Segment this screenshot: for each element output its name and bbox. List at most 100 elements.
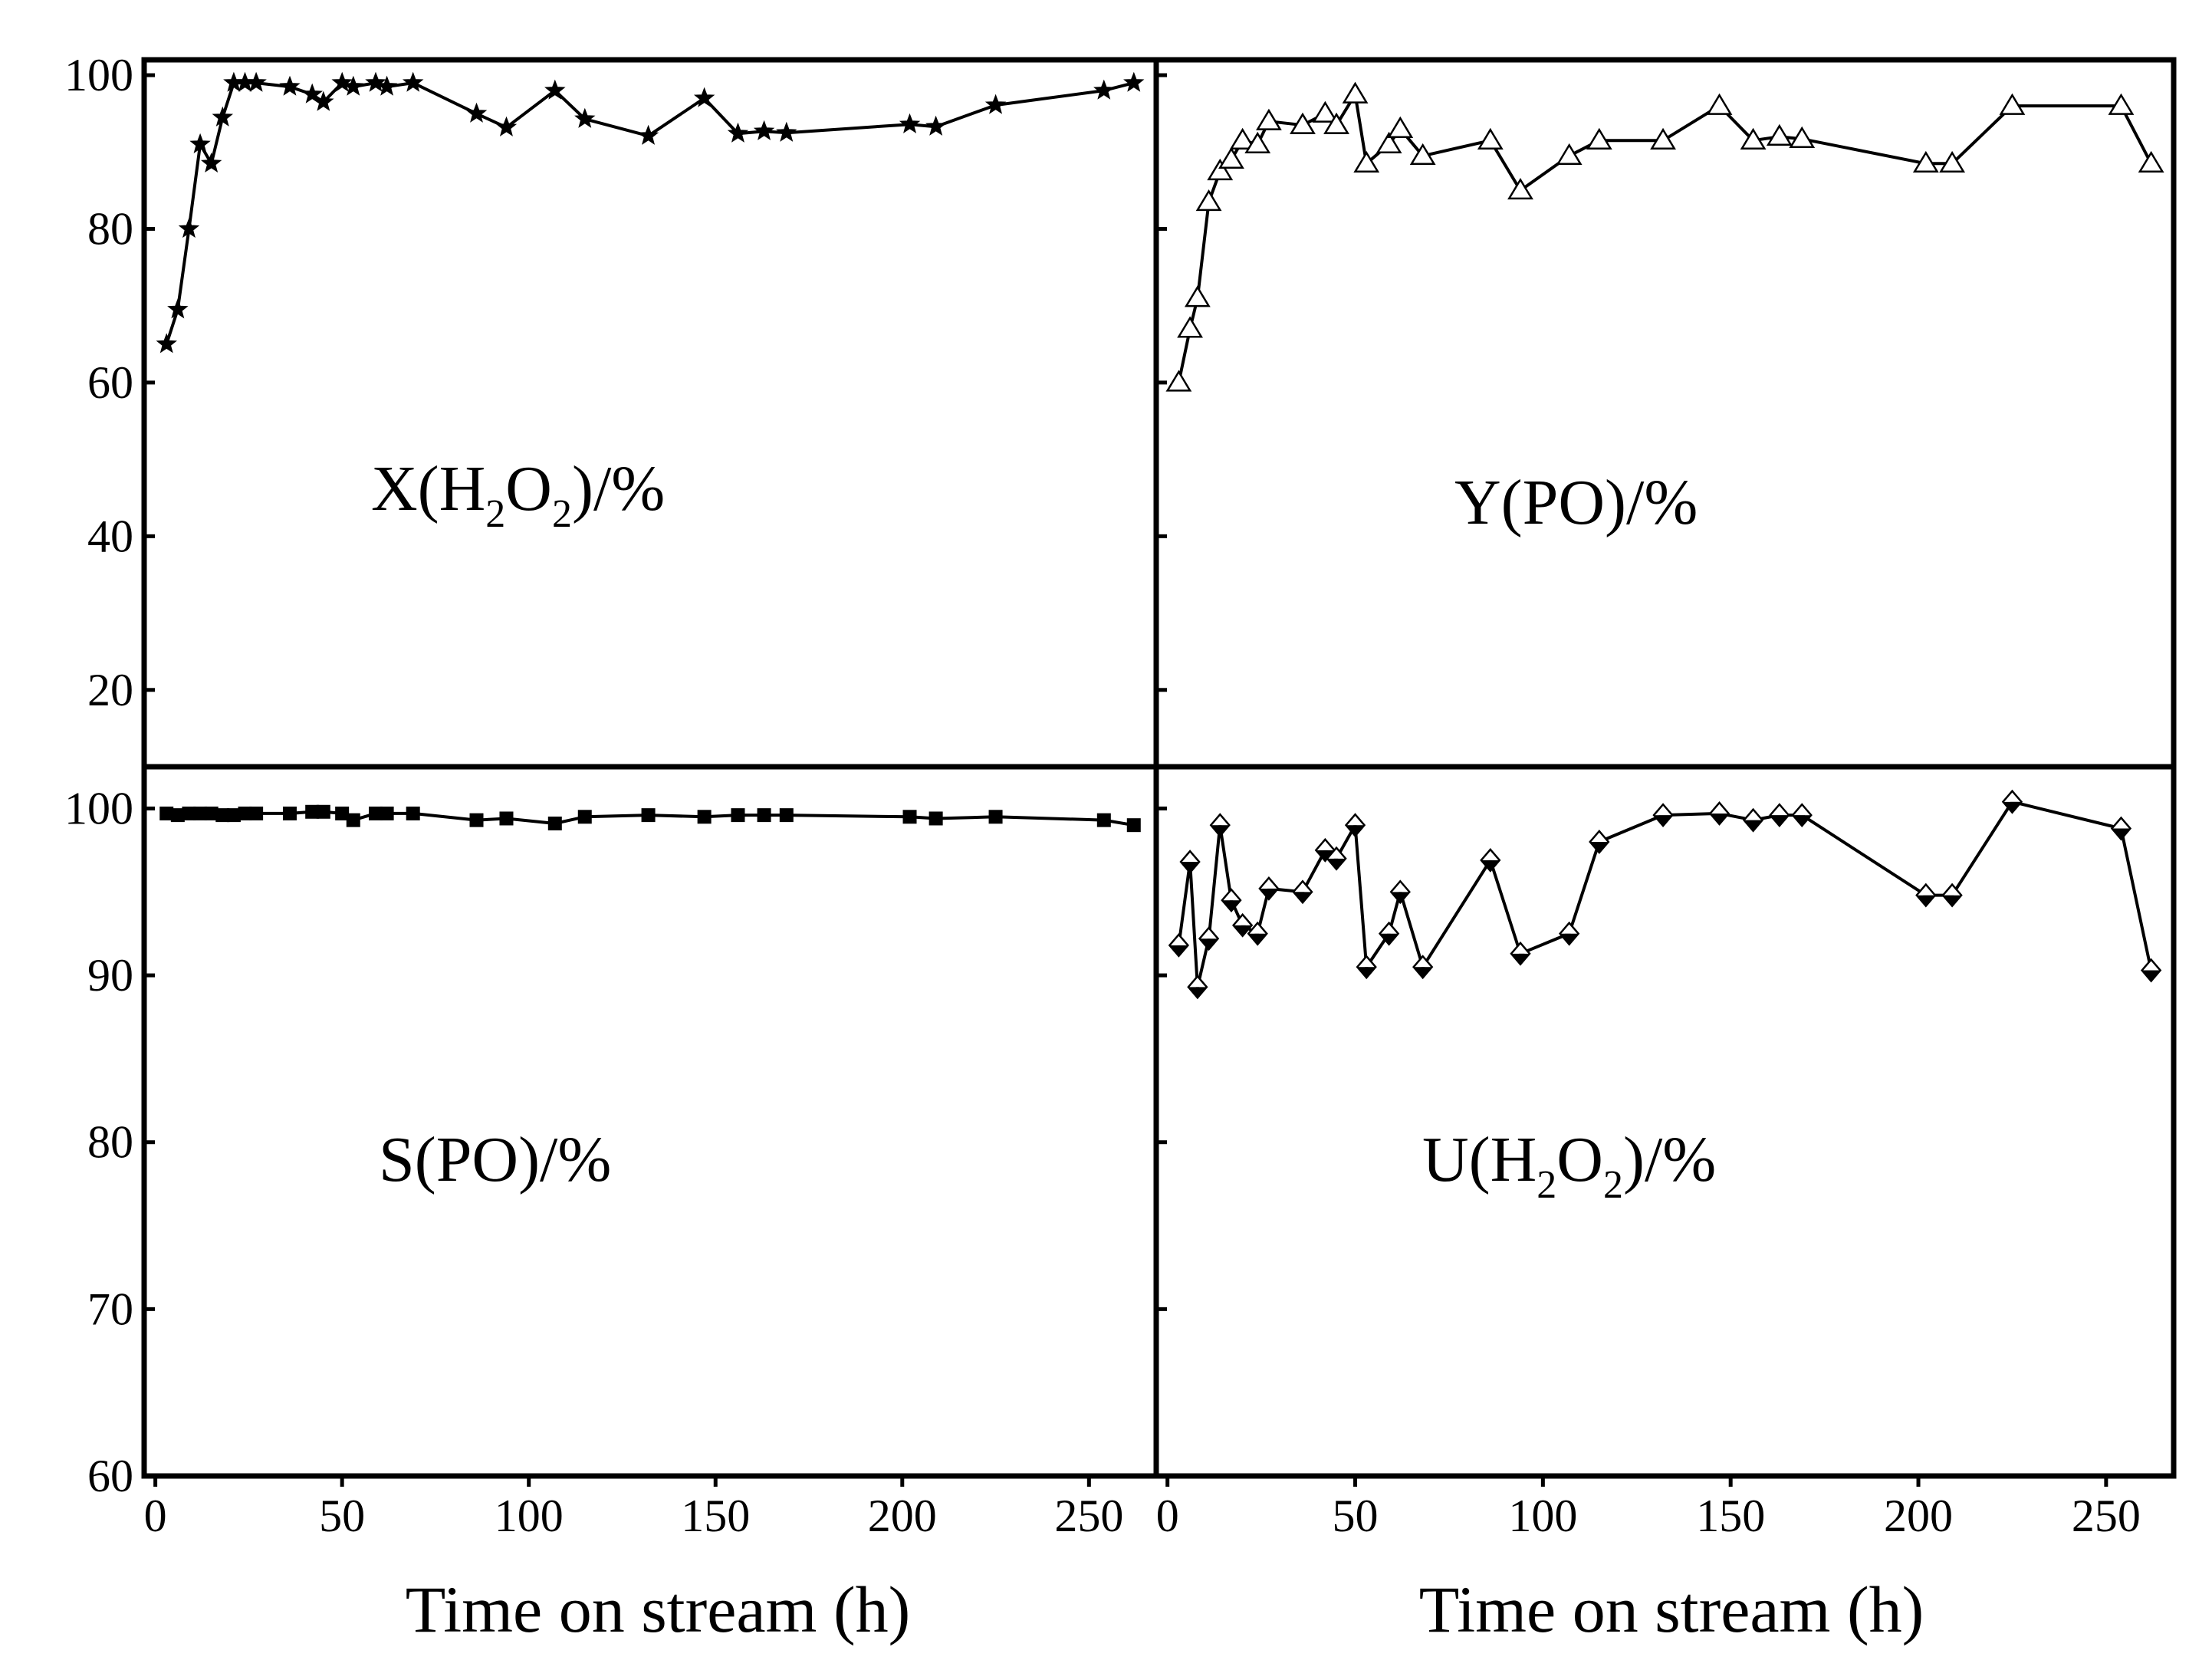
- label-sub1: 2: [1537, 1163, 1556, 1207]
- x-tick-label: 50: [319, 1491, 365, 1541]
- data-point: [779, 808, 794, 823]
- data-point: [402, 71, 424, 92]
- data-point: [1255, 108, 1282, 130]
- data-point: [193, 806, 208, 820]
- data-point: [368, 806, 383, 820]
- data-point: [245, 71, 267, 92]
- label-mid: O: [1556, 1124, 1603, 1195]
- data-point: [1195, 189, 1222, 212]
- data-point: [697, 810, 712, 824]
- data-point: [189, 133, 211, 153]
- data-point: [335, 806, 350, 820]
- x-tick-label: 0: [144, 1491, 167, 1541]
- label-main: X(H: [371, 453, 485, 524]
- x-axis-title-left: Time on stream (h): [406, 1573, 910, 1646]
- data-point: [1244, 131, 1271, 153]
- data-point: [902, 810, 917, 824]
- data-point: [1096, 813, 1111, 827]
- data-point: [1209, 813, 1231, 838]
- data-point: [1742, 807, 1764, 833]
- data-point: [215, 808, 230, 823]
- data-point: [1123, 71, 1145, 92]
- data-point: [170, 808, 185, 823]
- x-tick-label: 50: [1333, 1491, 1379, 1541]
- data-point: [406, 806, 420, 820]
- data-point: [1999, 93, 2026, 115]
- data-point: [637, 124, 659, 145]
- series-top-left: [156, 71, 1145, 353]
- data-point: [1353, 150, 1380, 173]
- data-point: [159, 806, 174, 820]
- data-point: [641, 808, 656, 823]
- data-point: [727, 122, 749, 143]
- data-point: [316, 804, 330, 819]
- y-tick-label: 20: [87, 665, 133, 715]
- series-line: [1177, 800, 2153, 989]
- data-point: [178, 218, 200, 238]
- series-bottom-left: [159, 804, 1141, 833]
- data-point: [1791, 803, 1813, 828]
- svg-text:U(H2O2)/%: U(H2O2)/%: [1422, 1124, 1716, 1207]
- data-point: [1179, 850, 1201, 874]
- data-point: [2140, 958, 2162, 983]
- data-point: [1221, 888, 1242, 913]
- data-point: [1912, 150, 1939, 173]
- data-point: [156, 333, 177, 353]
- data-point: [282, 806, 297, 820]
- series-top-right: [1165, 81, 2164, 392]
- data-point: [1387, 116, 1414, 138]
- data-point: [1187, 975, 1208, 1000]
- y-tick-label: 80: [87, 1117, 133, 1168]
- data-point: [1126, 818, 1141, 833]
- y-tick-label: 60: [87, 357, 133, 408]
- x-tick-label: 100: [495, 1491, 564, 1541]
- data-point: [753, 120, 775, 140]
- data-point: [1168, 932, 1190, 958]
- data-point: [1292, 879, 1313, 905]
- data-point: [1477, 127, 1504, 150]
- data-point: [776, 121, 797, 142]
- x-tick-label: 150: [1696, 1491, 1765, 1541]
- data-point: [1556, 143, 1583, 166]
- label-sub1: 2: [485, 492, 505, 536]
- data-point: [182, 806, 196, 820]
- data-point: [346, 813, 360, 827]
- label-main: U(H: [1422, 1124, 1537, 1195]
- label-sub2: 2: [1603, 1163, 1623, 1207]
- data-point: [365, 71, 386, 92]
- label-end: )/%: [572, 453, 665, 524]
- data-point: [167, 298, 189, 319]
- series-bottom-right: [1168, 789, 2162, 1000]
- data-point: [1412, 955, 1434, 980]
- y-tick-label: 100: [64, 783, 133, 833]
- x-axis-title-right: Time on stream (h): [1419, 1573, 1924, 1646]
- data-series: [156, 71, 2164, 1000]
- data-point: [547, 817, 562, 830]
- data-point: [1207, 158, 1234, 181]
- data-point: [238, 806, 252, 820]
- data-point: [1258, 876, 1280, 901]
- data-point: [2001, 789, 2023, 814]
- x-tick-label: 100: [1508, 1491, 1577, 1541]
- data-point: [1941, 883, 1963, 908]
- data-point: [1290, 112, 1316, 134]
- data-point: [200, 152, 222, 173]
- data-point: [899, 113, 921, 133]
- data-point: [577, 810, 592, 824]
- data-point: [1480, 847, 1501, 873]
- x-tick-label: 250: [2072, 1491, 2141, 1541]
- x-tick-label: 200: [1884, 1491, 1953, 1541]
- data-point: [2110, 816, 2132, 841]
- data-point: [204, 806, 219, 820]
- data-point: [1389, 879, 1411, 905]
- data-point: [331, 71, 353, 92]
- data-point: [731, 808, 745, 823]
- x-tick-label: 250: [1054, 1491, 1123, 1541]
- x-tick-label: 0: [1156, 1491, 1179, 1541]
- label-main: Y(PO)/%: [1454, 467, 1698, 538]
- data-point: [305, 804, 320, 819]
- data-point: [1378, 921, 1400, 946]
- data-point: [301, 83, 323, 104]
- label-mid: O: [505, 453, 552, 524]
- data-point: [984, 94, 1007, 114]
